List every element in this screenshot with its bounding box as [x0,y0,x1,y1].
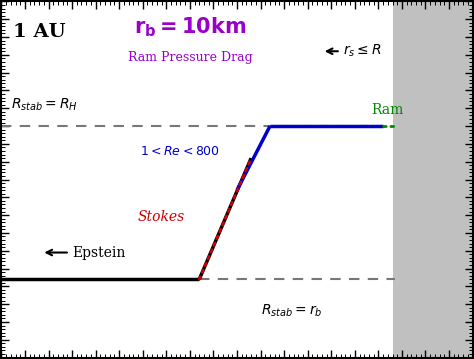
Text: $R_{stab} = r_b$: $R_{stab} = r_b$ [261,302,322,319]
Text: $\mathbf{r_b = 10km}$: $\mathbf{r_b = 10km}$ [134,16,246,39]
Text: Ram: Ram [371,103,404,117]
Text: $1 < Re < 800$: $1 < Re < 800$ [140,145,220,158]
Text: $r_s \leq R$: $r_s \leq R$ [343,43,382,60]
Text: Epstein: Epstein [72,246,126,260]
Text: Ram Pressure Drag: Ram Pressure Drag [128,51,252,64]
Bar [392,1,473,358]
Text: Stokes: Stokes [138,210,185,224]
Text: $R_{stab} = R_H$: $R_{stab} = R_H$ [11,97,78,113]
Text: 1 AU: 1 AU [13,23,66,41]
